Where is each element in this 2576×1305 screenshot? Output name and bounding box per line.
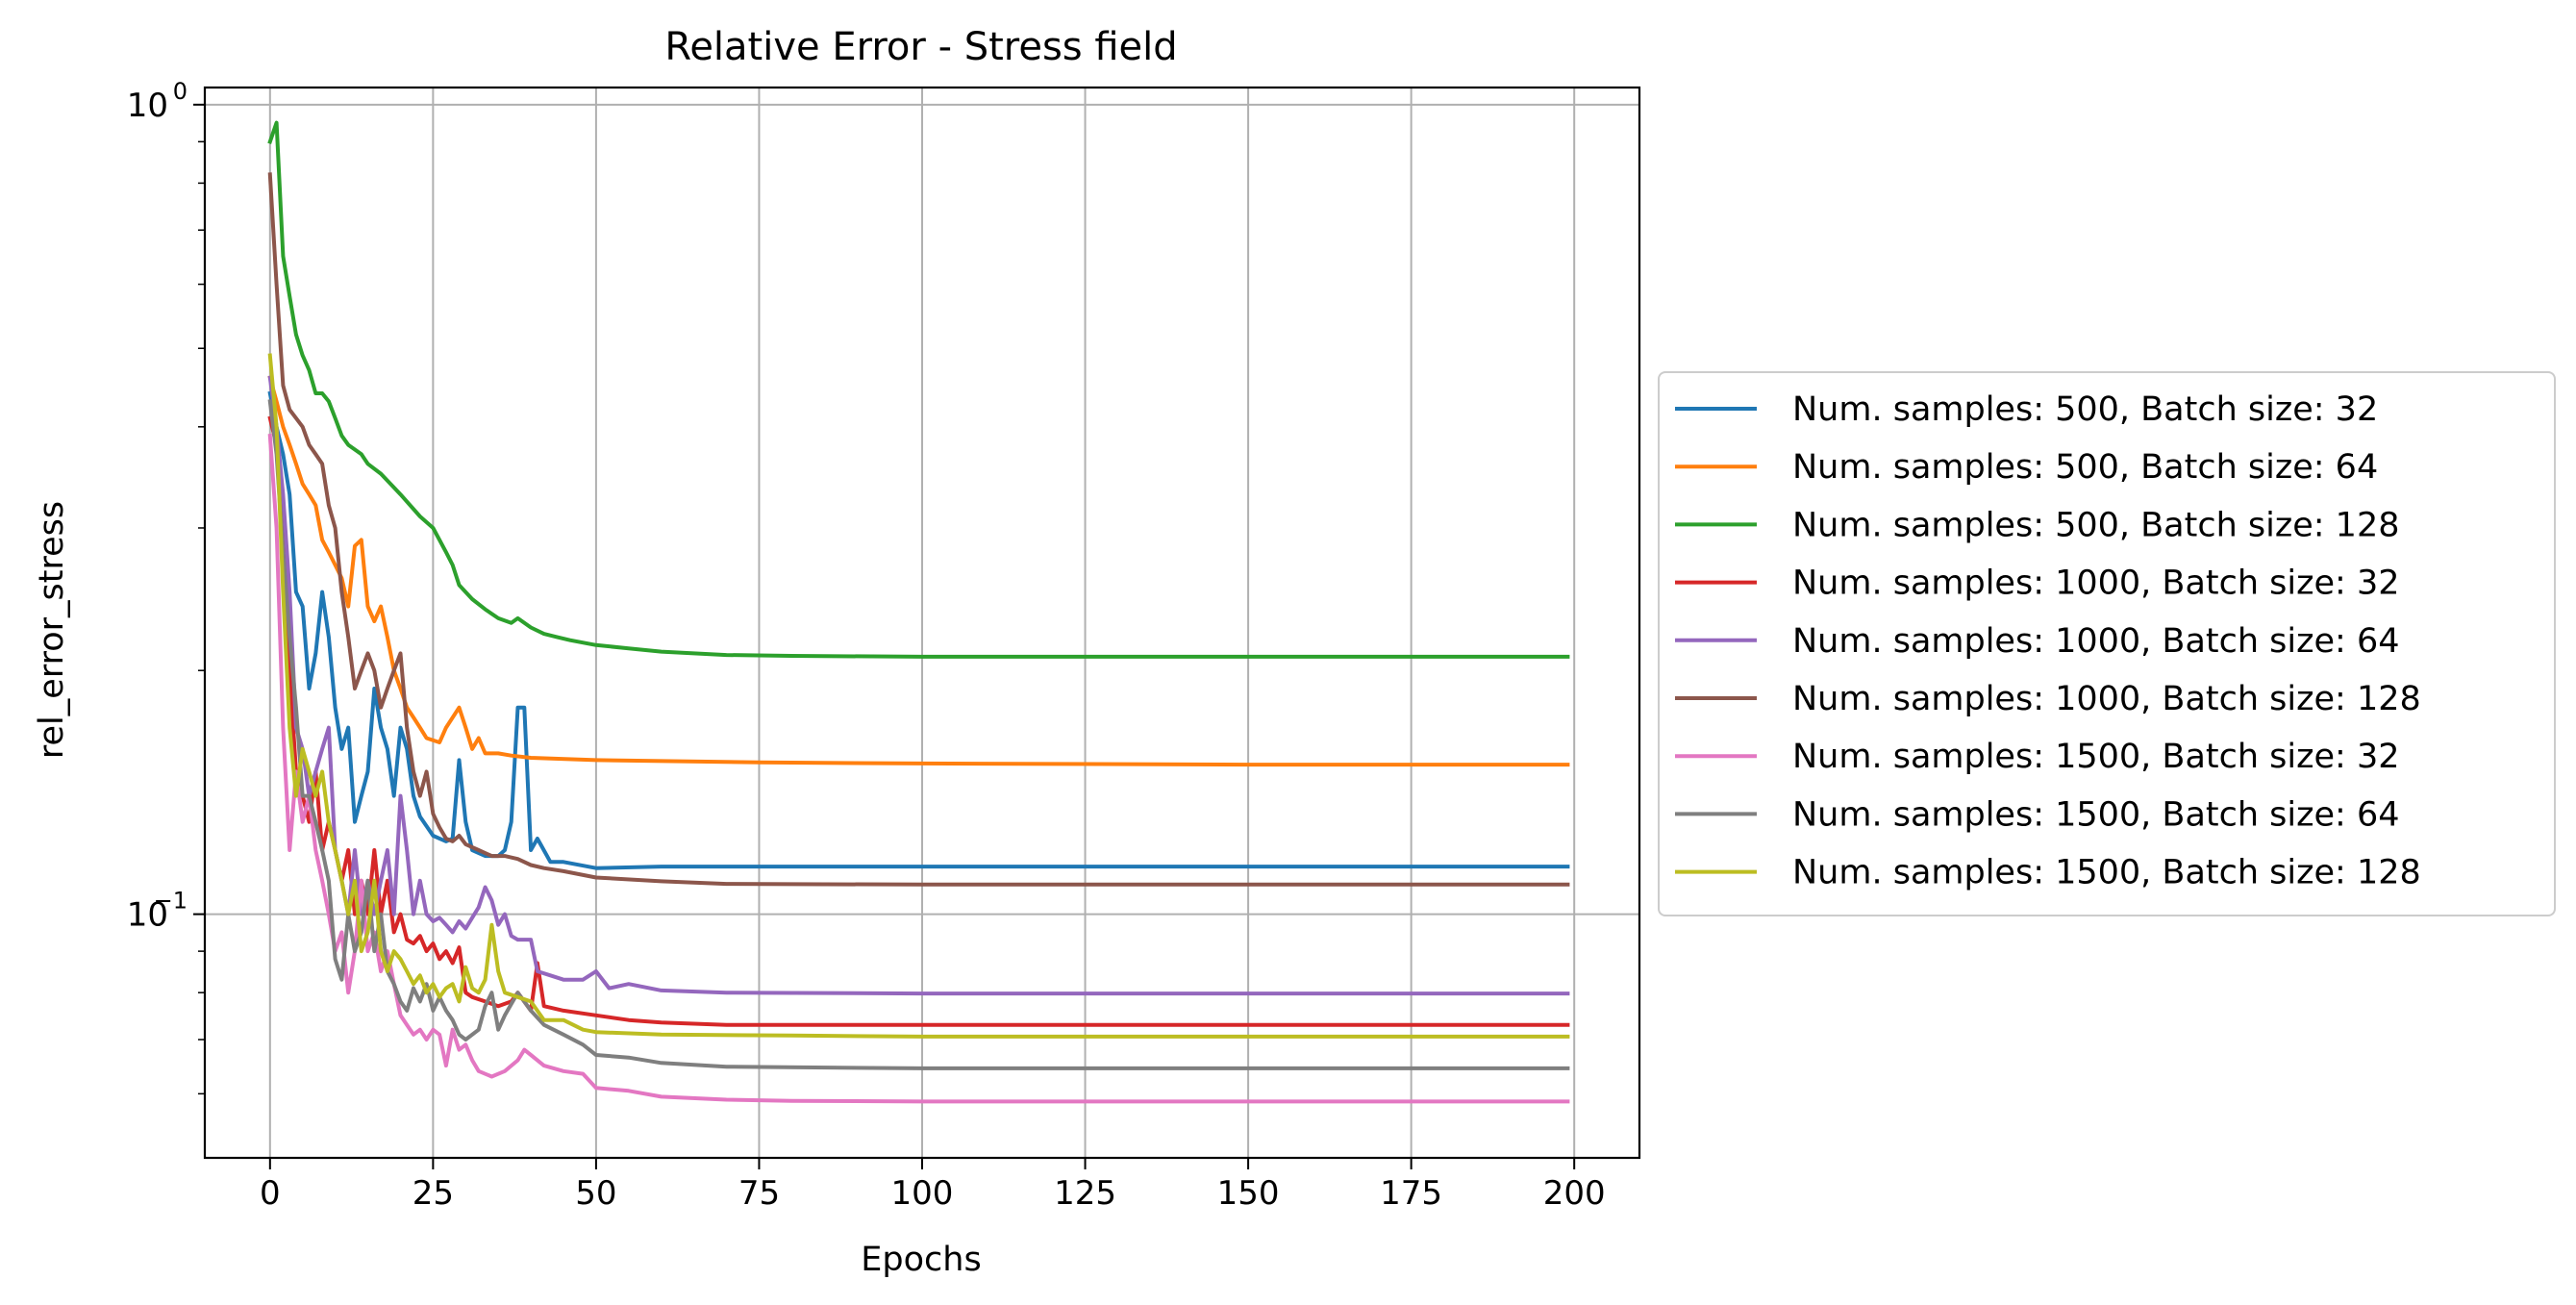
x-tick-label: 175 [1380, 1174, 1442, 1213]
y-tick-label-exponent: −1 [154, 888, 188, 915]
y-axis-label: rel_error_stress [33, 501, 71, 759]
x-tick-label: 200 [1543, 1174, 1606, 1213]
x-axis-label: Epochs [861, 1241, 981, 1279]
legend-label-3: Num. samples: 500, Batch size: 128 [1792, 506, 2400, 544]
x-tick-label: 125 [1054, 1174, 1116, 1213]
legend-label-7: Num. samples: 1500, Batch size: 32 [1792, 738, 2400, 776]
legend-label-1: Num. samples: 500, Batch size: 32 [1792, 390, 2378, 429]
legend-label-9: Num. samples: 1500, Batch size: 128 [1792, 854, 2421, 892]
x-tick-label: 0 [260, 1174, 281, 1213]
legend-label-5: Num. samples: 1000, Batch size: 64 [1792, 622, 2400, 661]
legend-label-8: Num. samples: 1500, Batch size: 64 [1792, 795, 2400, 834]
x-tick-label: 100 [891, 1174, 954, 1213]
x-tick-label: 25 [413, 1174, 454, 1213]
x-tick-label: 75 [738, 1174, 780, 1213]
legend-label-6: Num. samples: 1000, Batch size: 128 [1792, 680, 2421, 718]
x-tick-label: 150 [1217, 1174, 1280, 1213]
legend-label-4: Num. samples: 1000, Batch size: 32 [1792, 565, 2400, 603]
y-tick-label: 10 [127, 87, 168, 125]
chart-title: Relative Error - Stress field [664, 25, 1177, 69]
legend-label-2: Num. samples: 500, Batch size: 64 [1792, 448, 2378, 487]
legend: Num. samples: 500, Batch size: 32 Num. sa… [1659, 372, 2555, 916]
y-tick-label-exponent: 0 [173, 78, 188, 105]
x-tick-label: 50 [575, 1174, 616, 1213]
